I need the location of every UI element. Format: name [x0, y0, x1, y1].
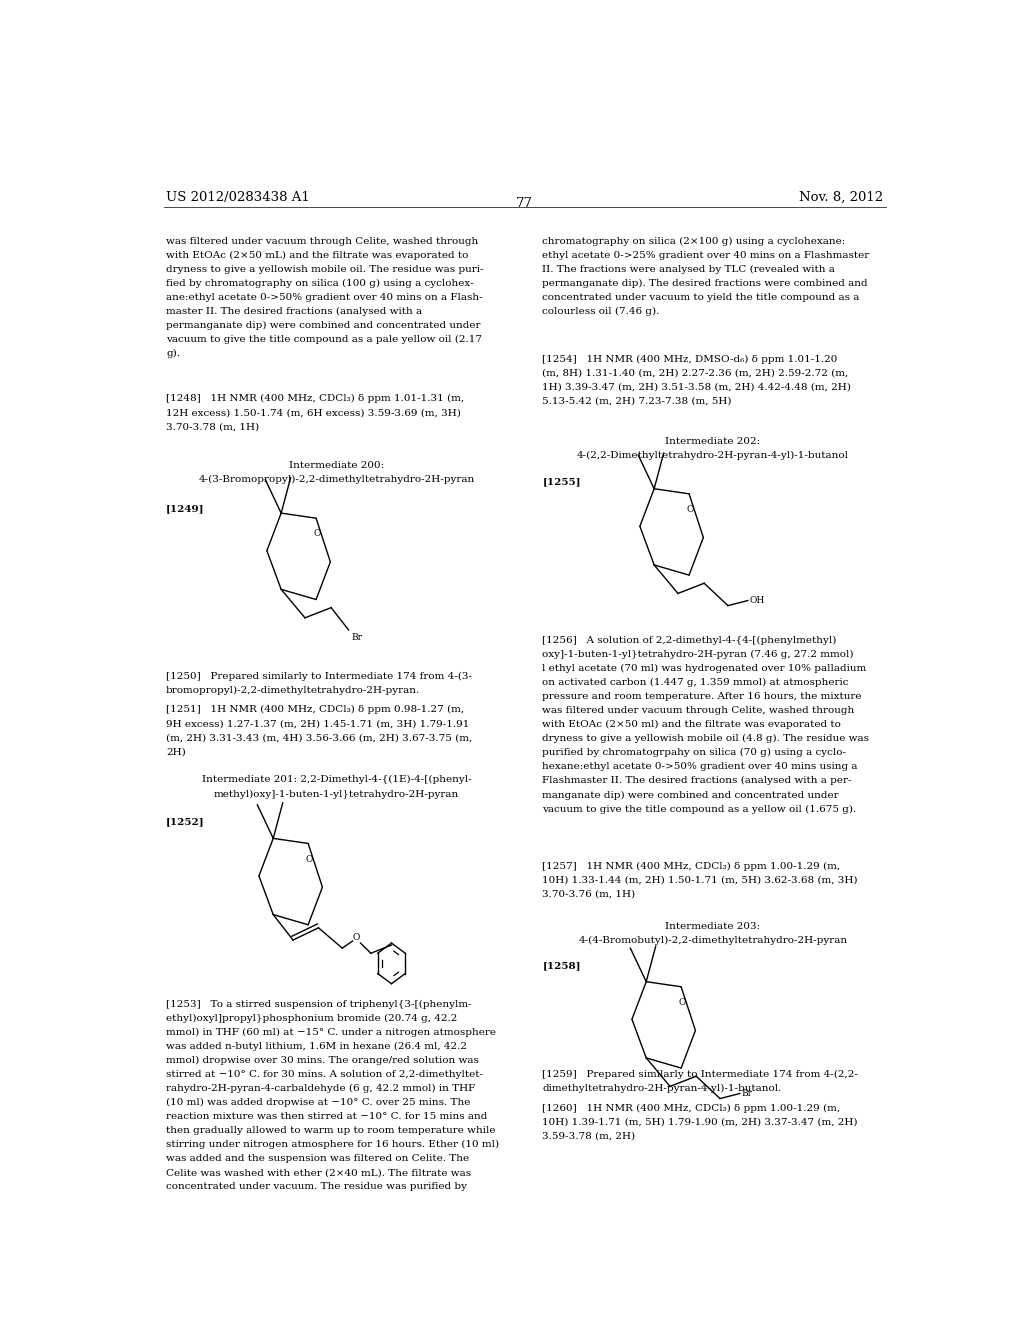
Text: [1255]: [1255] [543, 478, 581, 487]
Text: 12H excess) 1.50-1.74 (m, 6H excess) 3.59-3.69 (m, 3H): 12H excess) 1.50-1.74 (m, 6H excess) 3.5… [166, 408, 461, 417]
Text: dryness to give a yellowish mobile oil. The residue was puri-: dryness to give a yellowish mobile oil. … [166, 265, 483, 273]
Text: master II. The desired fractions (analysed with a: master II. The desired fractions (analys… [166, 306, 422, 315]
Text: 4-(2,2-Dimethyltetrahydro-2H-pyran-4-yl)-1-butanol: 4-(2,2-Dimethyltetrahydro-2H-pyran-4-yl)… [577, 451, 849, 461]
Text: manganate dip) were combined and concentrated under: manganate dip) were combined and concent… [543, 791, 839, 800]
Text: [1248]   1H NMR (400 MHz, CDCl₃) δ ppm 1.01-1.31 (m,: [1248] 1H NMR (400 MHz, CDCl₃) δ ppm 1.0… [166, 395, 464, 404]
Text: 3.70-3.78 (m, 1H): 3.70-3.78 (m, 1H) [166, 422, 259, 432]
Text: US 2012/0283438 A1: US 2012/0283438 A1 [166, 191, 310, 203]
Text: 3.70-3.76 (m, 1H): 3.70-3.76 (m, 1H) [543, 890, 635, 899]
Text: ethyl)oxyl]propyl}phosphonium bromide (20.74 g, 42.2: ethyl)oxyl]propyl}phosphonium bromide (2… [166, 1014, 458, 1023]
Text: vacuum to give the title compound as a pale yellow oil (2.17: vacuum to give the title compound as a p… [166, 335, 482, 345]
Text: concentrated under vacuum. The residue was purified by: concentrated under vacuum. The residue w… [166, 1183, 467, 1192]
Text: g).: g). [166, 348, 180, 358]
Text: Nov. 8, 2012: Nov. 8, 2012 [800, 191, 884, 203]
Text: [1257]   1H NMR (400 MHz, CDCl₃) δ ppm 1.00-1.29 (m,: [1257] 1H NMR (400 MHz, CDCl₃) δ ppm 1.0… [543, 862, 841, 871]
Text: [1252]: [1252] [166, 817, 205, 826]
Text: was added and the suspension was filtered on Celite. The: was added and the suspension was filtere… [166, 1154, 469, 1163]
Text: Celite was washed with ether (2×40 mL). The filtrate was: Celite was washed with ether (2×40 mL). … [166, 1168, 471, 1177]
Text: ethyl acetate 0->25% gradient over 40 mins on a Flashmaster: ethyl acetate 0->25% gradient over 40 mi… [543, 251, 869, 260]
Text: (10 ml) was added dropwise at −10° C. over 25 mins. The: (10 ml) was added dropwise at −10° C. ov… [166, 1098, 470, 1107]
Text: l ethyl acetate (70 ml) was hydrogenated over 10% palladium: l ethyl acetate (70 ml) was hydrogenated… [543, 664, 866, 673]
Text: oxy]-1-buten-1-yl}tetrahydro-2H-pyran (7.46 g, 27.2 mmol): oxy]-1-buten-1-yl}tetrahydro-2H-pyran (7… [543, 651, 854, 659]
Text: O: O [305, 855, 312, 863]
Text: Intermediate 203:: Intermediate 203: [666, 921, 761, 931]
Text: then gradually allowed to warm up to room temperature while: then gradually allowed to warm up to roo… [166, 1126, 496, 1135]
Text: [1249]: [1249] [166, 504, 205, 513]
Text: ane:ethyl acetate 0->50% gradient over 40 mins on a Flash-: ane:ethyl acetate 0->50% gradient over 4… [166, 293, 482, 302]
Text: vacuum to give the title compound as a yellow oil (1.675 g).: vacuum to give the title compound as a y… [543, 804, 856, 813]
Text: pressure and room temperature. After 16 hours, the mixture: pressure and room temperature. After 16 … [543, 692, 862, 701]
Text: [1256]   A solution of 2,2-dimethyl-4-{4-[(phenylmethyl): [1256] A solution of 2,2-dimethyl-4-{4-[… [543, 636, 837, 645]
Text: purified by chromatogrpahy on silica (70 g) using a cyclo-: purified by chromatogrpahy on silica (70… [543, 748, 846, 758]
Text: was filtered under vacuum through Celite, washed through: was filtered under vacuum through Celite… [166, 236, 478, 246]
Text: 4-(4-Bromobutyl)-2,2-dimethyltetrahydro-2H-pyran: 4-(4-Bromobutyl)-2,2-dimethyltetrahydro-… [579, 936, 848, 945]
Text: [1251]   1H NMR (400 MHz, CDCl₃) δ ppm 0.98-1.27 (m,: [1251] 1H NMR (400 MHz, CDCl₃) δ ppm 0.9… [166, 705, 464, 714]
Text: Br: Br [741, 1089, 753, 1098]
Text: stirring under nitrogen atmosphere for 16 hours. Ether (10 ml): stirring under nitrogen atmosphere for 1… [166, 1140, 500, 1150]
Text: permanganate dip). The desired fractions were combined and: permanganate dip). The desired fractions… [543, 279, 868, 288]
Text: II. The fractions were analysed by TLC (revealed with a: II. The fractions were analysed by TLC (… [543, 265, 836, 273]
Text: 4-(3-Bromopropyl)-2,2-dimethyltetrahydro-2H-pyran: 4-(3-Bromopropyl)-2,2-dimethyltetrahydro… [199, 475, 475, 484]
Text: was added n-butyl lithium, 1.6M in hexane (26.4 ml, 42.2: was added n-butyl lithium, 1.6M in hexan… [166, 1041, 467, 1051]
Text: Br: Br [351, 634, 362, 642]
Text: bromopropyl)-2,2-dimethyltetrahydro-2H-pyran.: bromopropyl)-2,2-dimethyltetrahydro-2H-p… [166, 685, 420, 694]
Text: O: O [686, 506, 693, 513]
Text: Flashmaster II. The desired fractions (analysed with a per-: Flashmaster II. The desired fractions (a… [543, 776, 852, 785]
Text: fied by chromatography on silica (100 g) using a cyclohex-: fied by chromatography on silica (100 g)… [166, 279, 474, 288]
Text: stirred at −10° C. for 30 mins. A solution of 2,2-dimethyltet-: stirred at −10° C. for 30 mins. A soluti… [166, 1071, 483, 1080]
Text: [1259]   Prepared similarly to Intermediate 174 from 4-(2,2-: [1259] Prepared similarly to Intermediat… [543, 1071, 858, 1080]
Text: with EtOAc (2×50 mL) and the filtrate was evaporated to: with EtOAc (2×50 mL) and the filtrate wa… [166, 251, 468, 260]
Text: hexane:ethyl acetate 0->50% gradient over 40 mins using a: hexane:ethyl acetate 0->50% gradient ove… [543, 763, 858, 771]
Text: was filtered under vacuum through Celite, washed through: was filtered under vacuum through Celite… [543, 706, 854, 715]
Text: dimethyltetrahydro-2H-pyran-4-yl)-1-butanol.: dimethyltetrahydro-2H-pyran-4-yl)-1-buta… [543, 1084, 781, 1093]
Text: permanganate dip) were combined and concentrated under: permanganate dip) were combined and conc… [166, 321, 480, 330]
Text: 10H) 1.33-1.44 (m, 2H) 1.50-1.71 (m, 5H) 3.62-3.68 (m, 3H): 10H) 1.33-1.44 (m, 2H) 1.50-1.71 (m, 5H)… [543, 875, 858, 884]
Text: (m, 2H) 3.31-3.43 (m, 4H) 3.56-3.66 (m, 2H) 3.67-3.75 (m,: (m, 2H) 3.31-3.43 (m, 4H) 3.56-3.66 (m, … [166, 734, 472, 742]
Text: mmol) in THF (60 ml) at −15° C. under a nitrogen atmosphere: mmol) in THF (60 ml) at −15° C. under a … [166, 1028, 496, 1038]
Text: 2H): 2H) [166, 747, 185, 756]
Text: O: O [313, 529, 321, 539]
Text: 5.13-5.42 (m, 2H) 7.23-7.38 (m, 5H): 5.13-5.42 (m, 2H) 7.23-7.38 (m, 5H) [543, 396, 732, 405]
Text: [1258]: [1258] [543, 961, 581, 970]
Text: [1250]   Prepared similarly to Intermediate 174 from 4-(3-: [1250] Prepared similarly to Intermediat… [166, 672, 472, 681]
Text: 77: 77 [516, 197, 534, 210]
Text: O: O [678, 998, 686, 1007]
Text: O: O [353, 933, 360, 942]
Text: methyl)oxy]-1-buten-1-yl}tetrahydro-2H-pyran: methyl)oxy]-1-buten-1-yl}tetrahydro-2H-p… [214, 789, 460, 799]
Text: Intermediate 201: 2,2-Dimethyl-4-{(1E)-4-[(phenyl-: Intermediate 201: 2,2-Dimethyl-4-{(1E)-4… [202, 775, 471, 784]
Text: Intermediate 200:: Intermediate 200: [289, 461, 384, 470]
Text: OH: OH [750, 597, 765, 605]
Text: 3.59-3.78 (m, 2H): 3.59-3.78 (m, 2H) [543, 1131, 635, 1140]
Text: with EtOAc (2×50 ml) and the filtrate was evaporated to: with EtOAc (2×50 ml) and the filtrate wa… [543, 721, 841, 730]
Text: mmol) dropwise over 30 mins. The orange/red solution was: mmol) dropwise over 30 mins. The orange/… [166, 1056, 479, 1065]
Text: Intermediate 202:: Intermediate 202: [666, 437, 761, 446]
Text: chromatography on silica (2×100 g) using a cyclohexane:: chromatography on silica (2×100 g) using… [543, 236, 846, 246]
Text: dryness to give a yellowish mobile oil (4.8 g). The residue was: dryness to give a yellowish mobile oil (… [543, 734, 869, 743]
Text: reaction mixture was then stirred at −10° C. for 15 mins and: reaction mixture was then stirred at −10… [166, 1113, 487, 1121]
Text: [1254]   1H NMR (400 MHz, DMSO-d₆) δ ppm 1.01-1.20: [1254] 1H NMR (400 MHz, DMSO-d₆) δ ppm 1… [543, 355, 838, 364]
Text: (m, 8H) 1.31-1.40 (m, 2H) 2.27-2.36 (m, 2H) 2.59-2.72 (m,: (m, 8H) 1.31-1.40 (m, 2H) 2.27-2.36 (m, … [543, 368, 849, 378]
Text: [1253]   To a stirred suspension of triphenyl{3-[(phenylm-: [1253] To a stirred suspension of triphe… [166, 1001, 472, 1008]
Text: colourless oil (7.46 g).: colourless oil (7.46 g). [543, 306, 659, 315]
Text: on activated carbon (1.447 g, 1.359 mmol) at atmospheric: on activated carbon (1.447 g, 1.359 mmol… [543, 678, 849, 688]
Text: rahydro-2H-pyran-4-carbaldehyde (6 g, 42.2 mmol) in THF: rahydro-2H-pyran-4-carbaldehyde (6 g, 42… [166, 1084, 475, 1093]
Text: 1H) 3.39-3.47 (m, 2H) 3.51-3.58 (m, 2H) 4.42-4.48 (m, 2H): 1H) 3.39-3.47 (m, 2H) 3.51-3.58 (m, 2H) … [543, 383, 851, 392]
Text: 9H excess) 1.27-1.37 (m, 2H) 1.45-1.71 (m, 3H) 1.79-1.91: 9H excess) 1.27-1.37 (m, 2H) 1.45-1.71 (… [166, 719, 469, 729]
Text: 10H) 1.39-1.71 (m, 5H) 1.79-1.90 (m, 2H) 3.37-3.47 (m, 2H): 10H) 1.39-1.71 (m, 5H) 1.79-1.90 (m, 2H)… [543, 1118, 858, 1127]
Text: [1260]   1H NMR (400 MHz, CDCl₃) δ ppm 1.00-1.29 (m,: [1260] 1H NMR (400 MHz, CDCl₃) δ ppm 1.0… [543, 1104, 841, 1113]
Text: concentrated under vacuum to yield the title compound as a: concentrated under vacuum to yield the t… [543, 293, 859, 302]
